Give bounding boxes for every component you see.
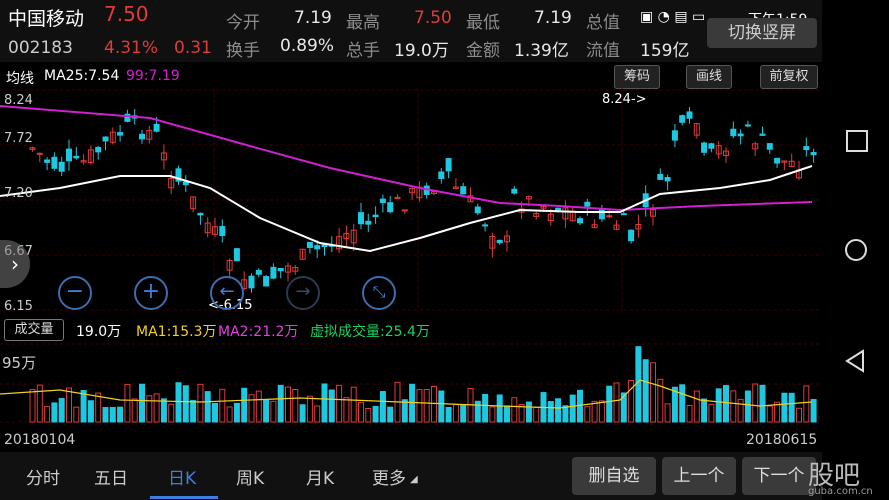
volume-ma1-line <box>0 379 813 409</box>
quote-header <box>0 0 822 62</box>
float-cap-value: 159亿 <box>640 41 690 61</box>
ma25-line <box>0 165 813 253</box>
volume-tag[interactable]: 成交量 <box>4 319 64 341</box>
tab-intraday[interactable]: 分时 <box>26 469 60 489</box>
tab-weekly-k[interactable]: 周K <box>236 469 265 489</box>
axis-upper: 7.72 <box>4 131 33 146</box>
turnover-label: 换手 <box>226 41 260 61</box>
axis-mid: 7.20 <box>4 186 33 201</box>
more-dropdown-icon: ◢ <box>410 474 418 485</box>
change-amount: 0.31 <box>174 38 212 58</box>
date-end: 20180615 <box>746 432 818 448</box>
draw-line-button[interactable]: 画线 <box>686 65 732 89</box>
axis-top: 8.24 <box>4 93 33 108</box>
reset-zoom-icon[interactable]: ⤡ <box>362 276 396 310</box>
tab-more[interactable]: 更多 <box>372 469 406 489</box>
tab-monthly-k[interactable]: 月K <box>306 469 335 489</box>
axis-bottom: 6.15 <box>4 299 33 314</box>
low-value: 7.19 <box>534 8 572 28</box>
total-hands-value: 19.0万 <box>394 41 449 61</box>
kline-chart[interactable] <box>0 88 822 318</box>
volume-ma2: MA2:21.2万 <box>218 324 299 340</box>
amount-label: 金额 <box>466 41 500 61</box>
forward-adjust-button[interactable]: 前复权 <box>760 65 818 89</box>
recent-apps-icon[interactable] <box>846 130 868 152</box>
ma-tag[interactable]: 均线 <box>6 71 34 87</box>
high-value: 7.50 <box>414 8 452 28</box>
amount-value: 1.39亿 <box>514 41 569 61</box>
price-grid <box>0 88 822 312</box>
ma99-value: 99:7.19 <box>126 68 180 84</box>
guba-site: guba.com.cn <box>808 486 873 497</box>
date-start: 20180104 <box>4 432 76 448</box>
tab-five-day[interactable]: 五日 <box>94 469 128 489</box>
home-icon[interactable] <box>845 239 867 261</box>
ma25-value: MA25:7.54 <box>44 68 120 84</box>
high-label: 最高 <box>346 13 380 33</box>
next-stock-button[interactable]: 下一个 <box>742 457 816 495</box>
open-label: 今开 <box>226 13 260 33</box>
float-cap-label: 流值 <box>586 41 620 61</box>
zoom-in-icon[interactable]: + <box>134 276 168 310</box>
change-pct: 4.31% <box>104 38 159 58</box>
total-hands-label: 总手 <box>346 41 380 61</box>
turnover-value: 0.89% <box>280 36 335 56</box>
previous-stock-button[interactable]: 上一个 <box>662 457 736 495</box>
stock-name: 中国移动 <box>8 8 85 30</box>
ma99-line <box>0 105 813 212</box>
active-tab-indicator <box>150 496 218 499</box>
low-label: 最低 <box>466 13 500 33</box>
guba-logo: 股吧 <box>808 461 861 491</box>
scroll-left-icon[interactable]: ← <box>210 276 244 310</box>
high-marker: 8.24-> <box>602 92 647 107</box>
virtual-volume: 虚拟成交量:25.4万 <box>310 324 430 340</box>
volume-axis-top: 95万 <box>2 354 37 372</box>
zoom-out-icon[interactable]: − <box>58 276 92 310</box>
delete-favorite-button[interactable]: 删自选 <box>572 457 656 495</box>
volume-bars <box>29 346 817 423</box>
candlesticks <box>29 106 817 293</box>
volume-value: 19.0万 <box>76 324 122 340</box>
total-cap-label: 总值 <box>586 13 620 33</box>
volume-ma1: MA1:15.3万 <box>136 324 217 340</box>
scroll-right-icon[interactable]: → <box>286 276 320 310</box>
stock-price: 7.50 <box>104 2 149 26</box>
stock-code: 002183 <box>8 38 73 58</box>
status-icons: ▣ ◔ ▤ ▭ <box>640 9 706 25</box>
open-value: 7.19 <box>294 8 332 28</box>
back-icon[interactable] <box>843 349 867 373</box>
chip-distribution-button[interactable]: 筹码 <box>614 65 660 89</box>
switch-portrait-button[interactable]: 切换竖屏 <box>707 18 817 48</box>
volume-chart <box>0 343 822 423</box>
tab-daily-k[interactable]: 日K <box>168 469 197 489</box>
